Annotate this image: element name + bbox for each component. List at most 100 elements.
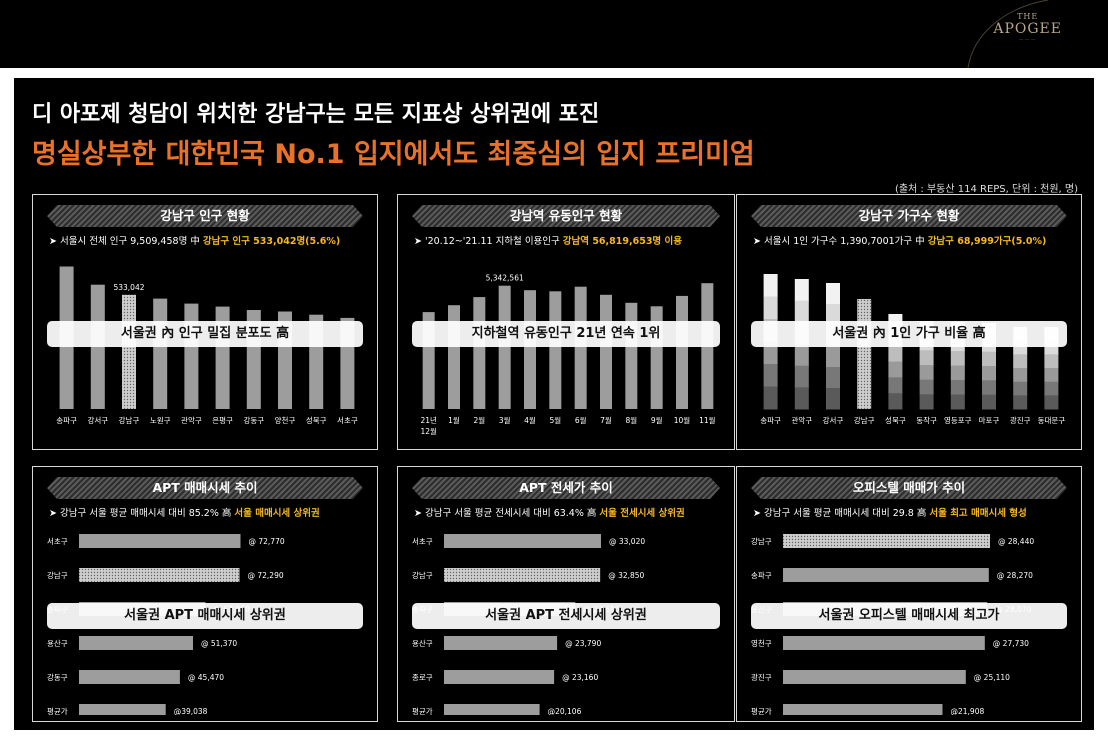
y-tick-label: 강남구 xyxy=(751,536,772,546)
bar-segment xyxy=(763,386,778,410)
bar-segment xyxy=(794,300,809,323)
y-tick-label: 용산구 xyxy=(47,638,68,648)
x-tick-label: 7월 xyxy=(600,415,612,425)
bar-segment xyxy=(1013,368,1028,383)
bar-segment xyxy=(919,394,934,410)
overlay-banner: 서울권 內 인구 밀집 분포도 高 xyxy=(47,321,363,347)
bar-segment xyxy=(950,394,965,410)
bar xyxy=(444,704,540,715)
highlight-bar xyxy=(79,568,240,582)
data-label: @20,106 xyxy=(548,707,582,715)
y-tick-label: 강동구 xyxy=(47,672,68,682)
x-tick-label: 마포구 xyxy=(979,416,1000,425)
note-highlight: 강남구 68,999가구(5.0%) xyxy=(927,236,1047,247)
apt-sale-box: APT 매매시세 추이 ➤ 강남구 서울 평균 매매시세 대비 85.2% 高 … xyxy=(32,466,378,722)
x-tick-label: 동대문구 xyxy=(1038,416,1066,425)
data-label: @ 27,730 xyxy=(993,639,1029,648)
x-tick-label: 5월 xyxy=(549,415,561,425)
bar-segment xyxy=(919,365,934,381)
bar-segment xyxy=(982,366,996,381)
bar-segment xyxy=(826,367,840,389)
bar xyxy=(444,670,555,684)
apogee-logo: THE APOGEE ——— xyxy=(993,12,1062,43)
bar-segment xyxy=(888,361,903,378)
box-title: 강남구 가구수 현황 xyxy=(751,205,1067,227)
x-tick-label: 21년 xyxy=(420,415,437,425)
data-label: 533,042 xyxy=(113,283,144,292)
bar-segment xyxy=(763,341,778,365)
y-tick-label: 종로구 xyxy=(412,673,433,682)
x-tick-label: 강서구 xyxy=(823,415,844,425)
x-tick-label: 관악구 xyxy=(791,415,812,425)
x-tick-label: 양천구 xyxy=(275,415,296,425)
data-label: @ 33,020 xyxy=(609,537,645,546)
bar-segment xyxy=(888,393,903,410)
x-tick-label: 광진구 xyxy=(1010,415,1031,425)
note-highlight: 강남구 인구 533,042명(5.6%) xyxy=(202,236,341,247)
logo-rule: ——— xyxy=(1018,37,1037,43)
x-tick-label: 노원구 xyxy=(150,416,171,425)
highlight-bar xyxy=(122,294,136,409)
bar-segment xyxy=(1013,381,1028,396)
data-label: @ 28,440 xyxy=(998,537,1034,546)
box-title: APT 전세가 추이 xyxy=(412,477,720,499)
x-tick-label: 관악구 xyxy=(181,415,202,425)
x-tick-label: 강동구 xyxy=(243,415,264,425)
overlay-banner: 서울권 오피스텔 매매시세 최고가 xyxy=(751,603,1067,629)
x-tick-label: 9월 xyxy=(651,415,663,425)
data-label: @ 51,370 xyxy=(201,639,237,648)
x-tick-label: 3월 xyxy=(499,415,511,425)
bar-segment xyxy=(950,365,965,381)
highlight-bar xyxy=(783,534,990,548)
x-tick-label: 강남구 xyxy=(854,415,875,425)
bar xyxy=(498,285,511,409)
top-bar: THE APOGEE ——— xyxy=(0,0,1108,68)
note-highlight: 서울 전세시세 상위권 xyxy=(599,508,685,519)
y-tick-label: 용산구 xyxy=(412,638,433,648)
data-label: @21,908 xyxy=(951,707,985,715)
apt-jeonse-box: APT 전세가 추이 ➤ 강남구 서울 평균 전세시세 대비 63.4% 高 서… xyxy=(397,466,735,722)
bar-segment xyxy=(888,377,903,394)
bar-segment xyxy=(982,394,996,410)
content-panel: 디 아포제 청담이 위치한 강남구는 모든 지표상 상위권에 포진 명실상부한 … xyxy=(14,78,1094,730)
bar-segment xyxy=(826,304,840,326)
x-tick-label: 은평구 xyxy=(212,415,233,425)
x-tick-label: 4월 xyxy=(524,415,536,425)
bar-segment xyxy=(826,283,840,305)
bar-segment xyxy=(763,296,778,320)
box-title: 강남역 유동인구 현황 xyxy=(412,205,720,227)
source-note: (출처 : 부동산 114 REPS, 단위 : 천원, 명) xyxy=(894,184,1078,195)
bar-segment xyxy=(982,351,996,367)
data-label: @ 25,110 xyxy=(974,673,1010,682)
bar xyxy=(783,636,985,650)
bar xyxy=(600,294,612,409)
box-title: APT 매매시세 추이 xyxy=(47,477,363,499)
data-label: @ 28,270 xyxy=(997,571,1033,580)
bar-segment xyxy=(794,279,809,302)
bar-segment xyxy=(763,274,778,297)
y-tick-label: 평균가 xyxy=(751,706,772,715)
highlight-bar xyxy=(857,299,872,409)
data-label: @ 45,470 xyxy=(188,673,224,682)
bar-segment xyxy=(763,364,778,387)
overlay-banner: 서울권 APT 전세시세 상위권 xyxy=(412,603,720,629)
note-text: ➤ 서울시 1인 가구수 1,390,7001가구 中 xyxy=(753,236,928,247)
logo-the: THE xyxy=(1017,12,1039,21)
note-highlight: 서울 최고 매매시세 형성 xyxy=(929,508,1027,519)
note-text: ➤ 강남구 서울 평균 전세시세 대비 63.4% 高 xyxy=(414,508,600,519)
bar-segment xyxy=(950,380,965,395)
floating-population-box: 강남역 유동인구 현황 ➤ '20.12~'21.11 지하철 이용인구 강남역… xyxy=(397,194,735,450)
bar-segment xyxy=(826,388,840,410)
x-tick-label: 성북구 xyxy=(885,416,906,425)
bar xyxy=(549,291,562,409)
box-note: ➤ '20.12~'21.11 지하철 이용인구 강남역 56,819,653명… xyxy=(414,233,728,247)
x-tick-label: 영등포구 xyxy=(944,415,972,425)
data-label: @ 32,850 xyxy=(608,571,644,580)
highlight-bar xyxy=(444,568,601,582)
population-chart: 송파구 강서구 강남구 533,042 노원구 관악구 은평구 강동구 양천구 성북구 서초구 xyxy=(56,266,358,425)
x-tick-label: 송파구 xyxy=(760,416,781,425)
data-label: @ 72,770 xyxy=(249,537,285,546)
bar-segment xyxy=(1044,381,1059,396)
